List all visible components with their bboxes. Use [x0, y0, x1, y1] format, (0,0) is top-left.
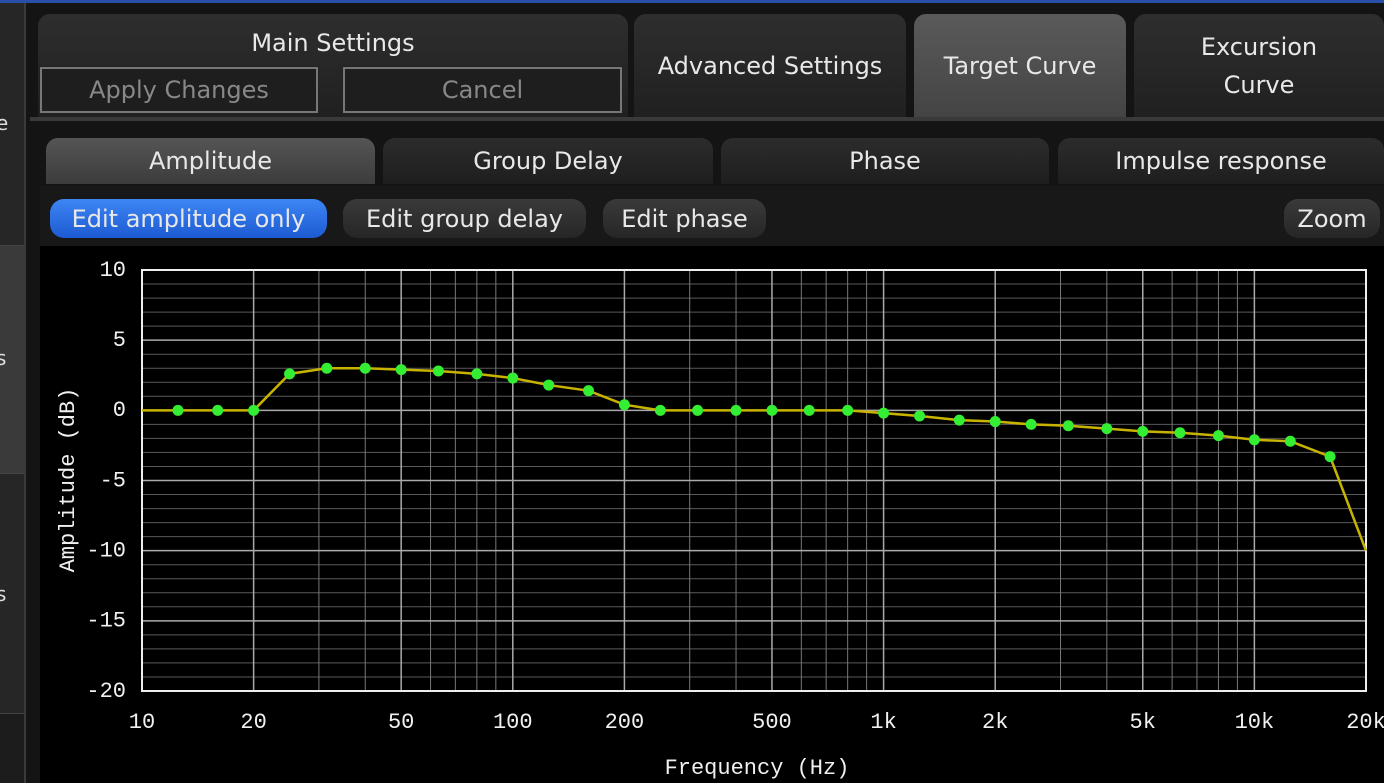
y-tick-label: 5 [113, 328, 126, 353]
curve-point [1025, 418, 1037, 430]
curve-point [321, 362, 333, 374]
x-tick-label: 10 [129, 710, 155, 735]
x-tick-label: 200 [605, 710, 645, 735]
side-panel[interactable] [0, 3, 24, 246]
curve-point [1062, 420, 1074, 432]
button[interactable]: Apply Changes [39, 66, 319, 114]
curve-point [471, 368, 483, 380]
curve-point [803, 404, 815, 416]
curve-point [878, 407, 890, 419]
x-tick-label: 20 [240, 710, 266, 735]
curve-point [953, 414, 965, 426]
tab-label: Main Settings [251, 29, 415, 57]
toggle-button[interactable]: Edit amplitude only [50, 199, 327, 238]
curve-point [1248, 434, 1260, 446]
curve-point [507, 372, 519, 384]
curve-point [1324, 451, 1336, 463]
toggle-button[interactable]: Edit phase [603, 199, 766, 238]
x-tick-label: 5k [1130, 710, 1156, 735]
tab[interactable]: Excursion Curve [1134, 14, 1384, 117]
y-tick-label: -10 [86, 538, 126, 563]
x-tick-label: 50 [388, 710, 414, 735]
curve-point [1174, 427, 1186, 439]
x-tick-label: 1k [870, 710, 896, 735]
subtab[interactable]: Amplitude [46, 138, 375, 184]
toggle-button[interactable]: Edit group delay [343, 199, 586, 238]
curve-point [692, 404, 704, 416]
x-axis-label: Frequency (Hz) [665, 756, 850, 781]
subtab[interactable]: Group Delay [383, 138, 713, 184]
curve-point [172, 404, 184, 416]
side-panel[interactable] [0, 246, 24, 474]
target-curve [142, 366, 1368, 552]
tab[interactable]: Main Settings Apply Changes Cancel [38, 14, 628, 117]
curve-point [248, 404, 260, 416]
y-tick-label: 10 [100, 258, 126, 283]
curve-point [914, 410, 926, 422]
x-tick-label: 500 [752, 710, 792, 735]
curve-point [1212, 430, 1224, 442]
curve-point [1284, 435, 1296, 447]
side-label: s [0, 582, 7, 606]
tab[interactable]: Target Curve [914, 14, 1126, 117]
x-tick-label: 20k [1346, 710, 1384, 735]
curve-point [842, 404, 854, 416]
button[interactable]: Cancel [342, 66, 623, 114]
x-tick-label: 10k [1235, 710, 1275, 735]
y-axis-label: Amplitude (dB) [56, 388, 81, 573]
side-label: e [0, 111, 9, 135]
curve-point [582, 385, 594, 397]
button[interactable]: Zoom [1284, 199, 1380, 238]
separator [30, 117, 1384, 121]
curve-point [1101, 423, 1113, 435]
chart-area [40, 246, 1384, 783]
curve-point [212, 404, 224, 416]
tab[interactable]: Advanced Settings [634, 14, 906, 117]
curve-point [395, 364, 407, 376]
y-tick-label: -15 [86, 609, 126, 634]
curve-point [543, 379, 555, 391]
y-tick-label: -20 [86, 679, 126, 704]
sidebar: e s s [0, 3, 26, 783]
side-panel[interactable] [0, 474, 24, 714]
curve-point [766, 404, 778, 416]
x-tick-label: 2k [982, 710, 1008, 735]
curve-point [432, 365, 444, 377]
y-tick-label: 0 [113, 398, 126, 423]
y-tick-label: -5 [100, 468, 126, 493]
subtab[interactable]: Phase [721, 138, 1049, 184]
curve-point [284, 368, 296, 380]
plot-frame [141, 269, 1367, 692]
curve-point [654, 404, 666, 416]
curve-point [730, 404, 742, 416]
subtab[interactable]: Impulse response [1058, 138, 1384, 184]
top-line [0, 0, 1384, 3]
side-label: s [0, 346, 7, 370]
curve-point [989, 416, 1001, 428]
curve-point [618, 399, 630, 411]
x-tick-label: 100 [493, 710, 533, 735]
curve-point [359, 362, 371, 374]
curve-point [1137, 425, 1149, 437]
